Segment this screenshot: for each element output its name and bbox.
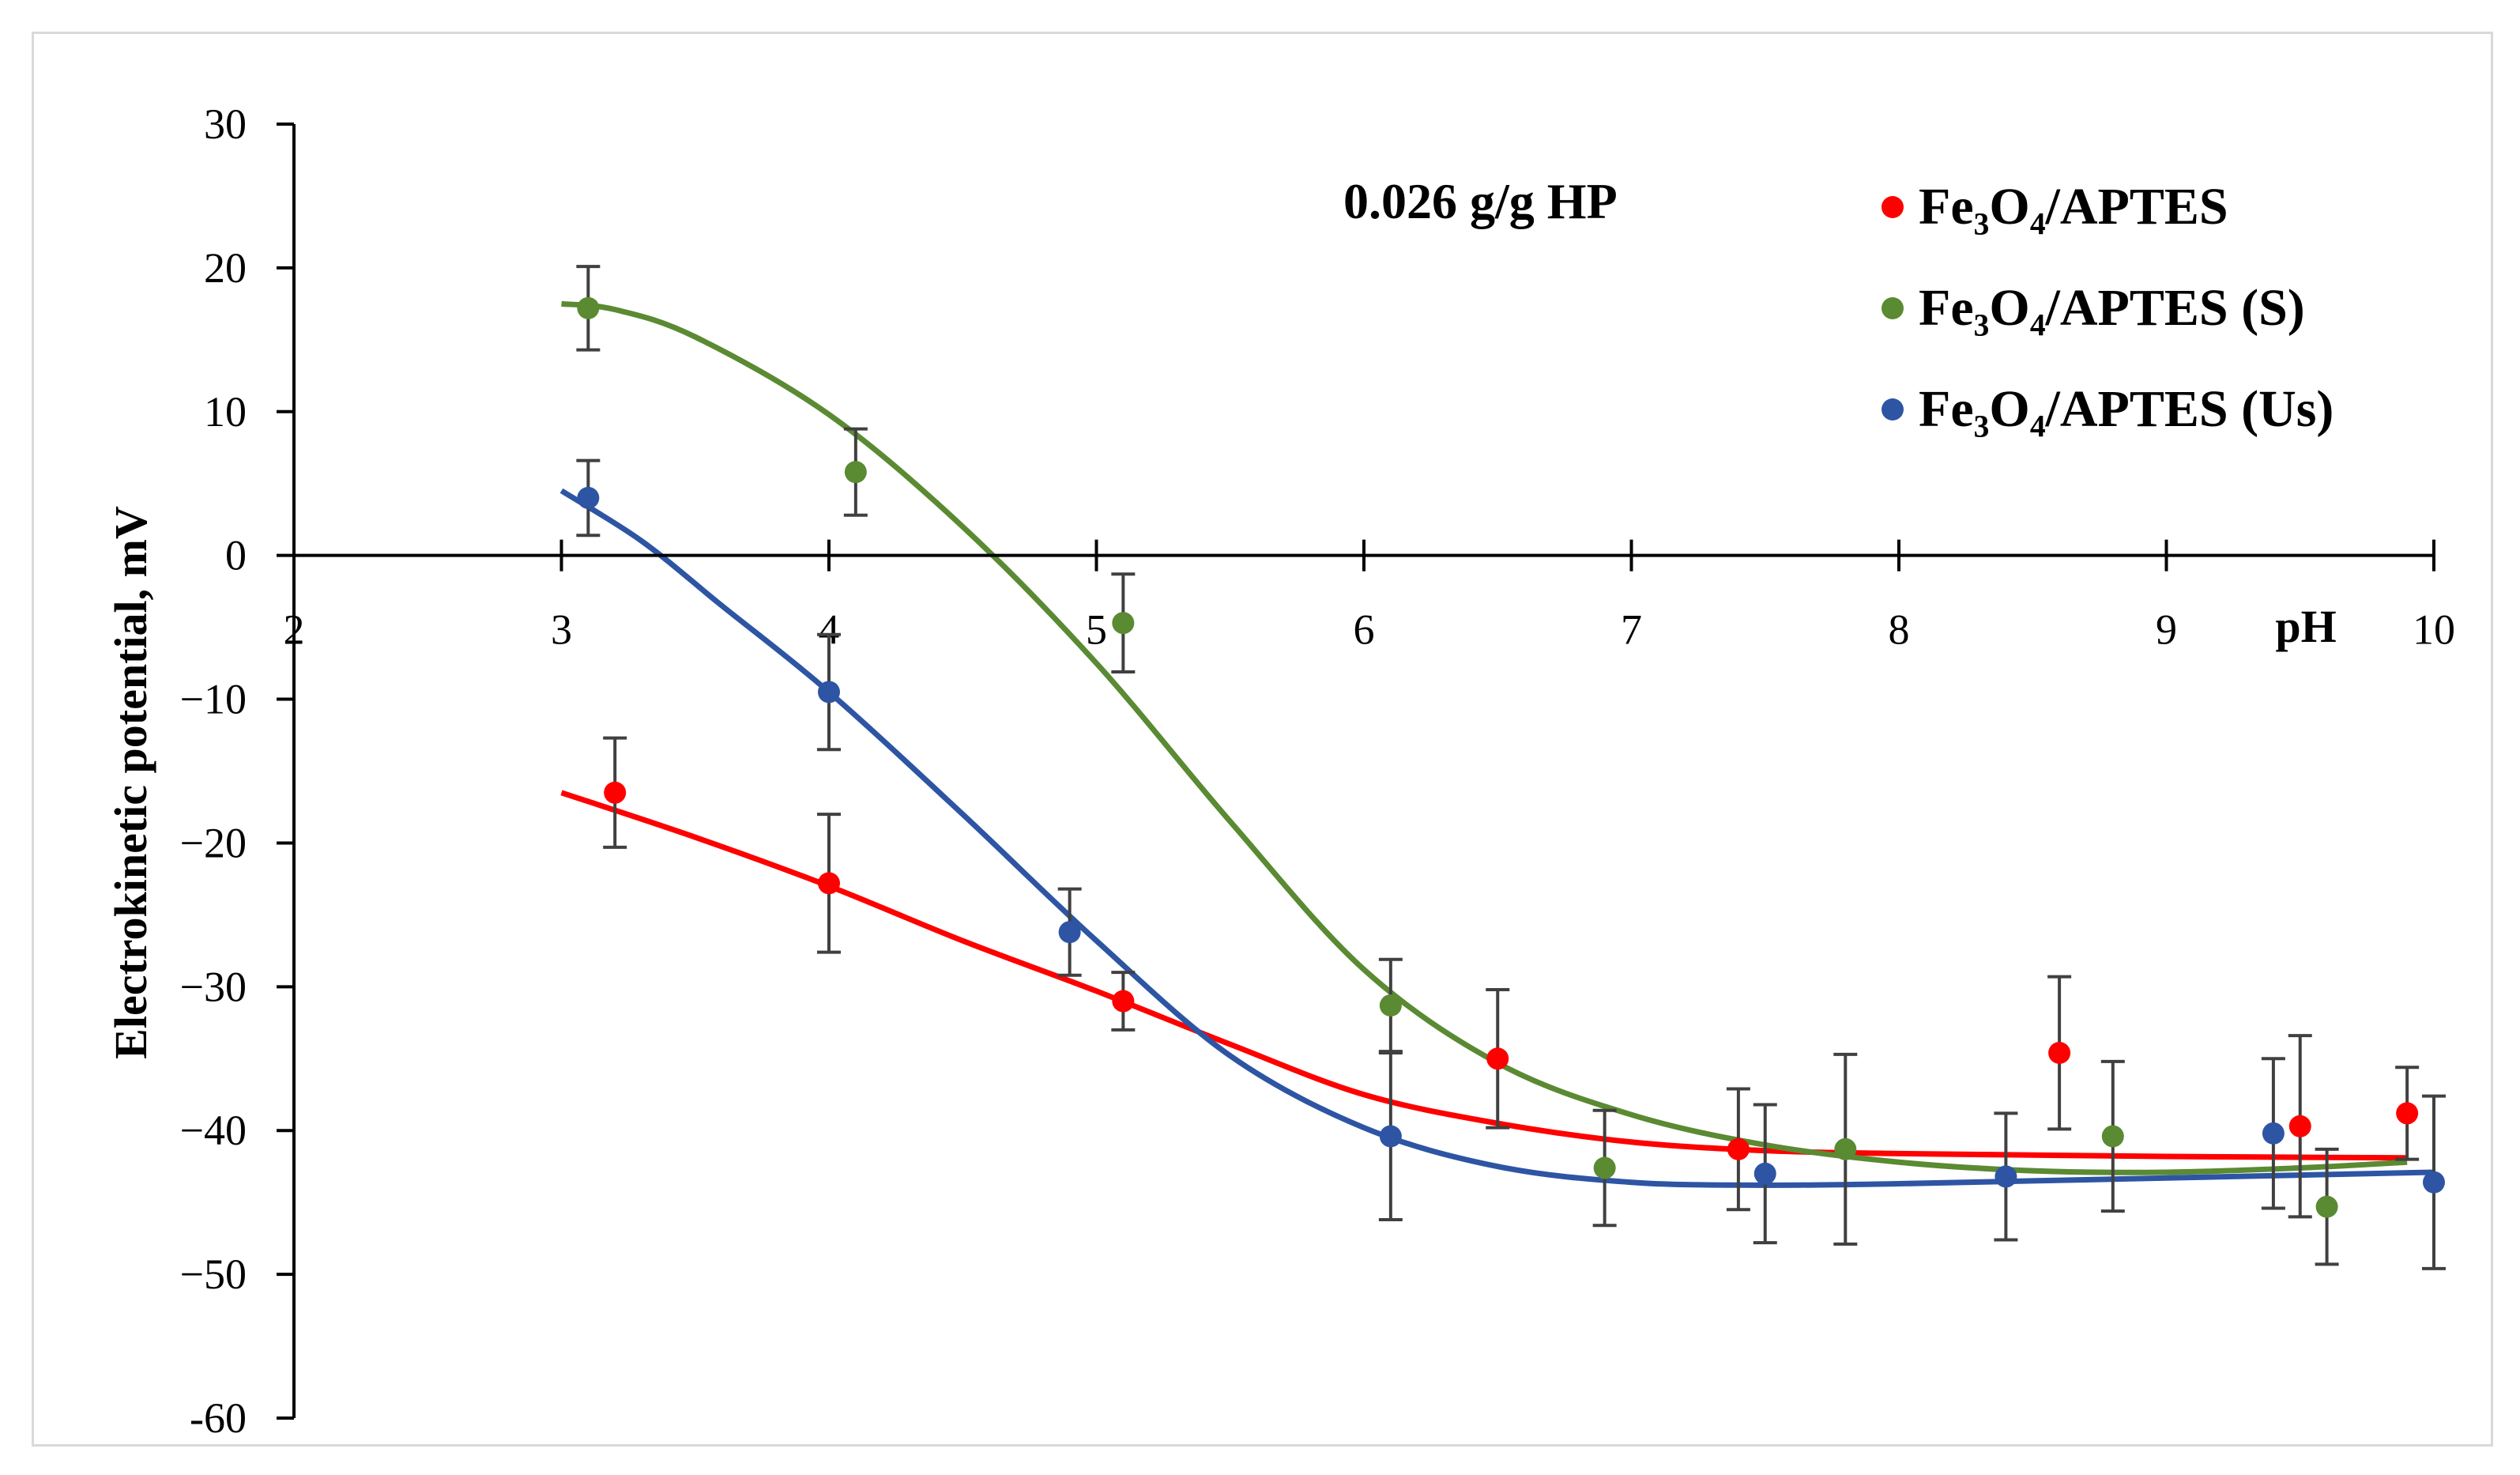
y-tick-label: −40 [180,1107,247,1154]
legend-marker-fe3o4-aptes-s [1882,297,1904,319]
y-tick-label: −20 [180,819,247,866]
x-axis-title: pH [2275,601,2336,652]
chart-frame [32,32,2493,1447]
legend-label-fe3o4-aptes: Fe₃O₄/APTES [1919,178,2228,236]
data-point-fe3o4-aptes-s [1593,1156,1616,1179]
data-point-fe3o4-aptes-s [1112,612,1135,635]
data-point-fe3o4-aptes [2288,1115,2311,1137]
fit-curve-fe3o4-aptes-us [559,488,2435,1188]
data-point-fe3o4-aptes-s [2315,1195,2338,1218]
legend-marker-fe3o4-aptes-us [1882,398,1904,421]
y-tick-label: 30 [204,100,247,148]
data-point-fe3o4-aptes-us [1995,1165,2017,1188]
legend-label-fe3o4-aptes-s: Fe₃O₄/APTES (S) [1919,279,2305,337]
data-point-fe3o4-aptes-s [1379,994,1402,1017]
x-tick-label: 6 [1354,606,1375,654]
data-point-fe3o4-aptes [1727,1137,1750,1160]
data-point-fe3o4-aptes [1486,1047,1509,1070]
legend: Fe₃O₄/APTES Fe₃O₄/APTES (S) Fe₃O₄/APTES … [1882,178,2334,438]
concentration-annotation: 0.026 g/g HP [1343,173,1618,229]
data-point-fe3o4-aptes-us [1058,921,1081,944]
x-tick-label: 10 [2413,606,2455,654]
data-point-fe3o4-aptes-us [577,486,600,509]
legend-marker-fe3o4-aptes [1882,196,1904,218]
y-tick-label: −10 [180,676,247,723]
data-point-fe3o4-aptes-us [1379,1125,1402,1148]
data-point-fe3o4-aptes-s [577,296,600,319]
data-point-fe3o4-aptes-us [2423,1171,2445,1194]
x-ticks: 2 3 4 5 6 7 8 9 10 [284,539,2455,654]
fit-curve-fe3o4-aptes-s [561,300,2408,1175]
y-ticks: 30 20 10 0 −10 −20 −30 −40 −50 -60 [180,100,294,1442]
fit-curve-fe3o4-aptes [560,790,2408,1161]
data-point-fe3o4-aptes-us [1753,1162,1776,1185]
y-tick-label: -60 [190,1394,247,1442]
legend-label-fe3o4-aptes-us: Fe₃O₄/APTES (Us) [1919,380,2334,438]
y-tick-label: 20 [204,244,247,292]
data-point-fe3o4-aptes [818,872,840,895]
data-point-fe3o4-aptes-s [1834,1137,1857,1160]
data-point-fe3o4-aptes-s [844,461,867,484]
data-point-fe3o4-aptes [1112,990,1135,1013]
x-tick-label: 5 [1086,606,1107,654]
data-point-fe3o4-aptes-s [2101,1125,2124,1148]
y-tick-label: −50 [180,1251,247,1298]
x-tick-label: 3 [551,606,572,654]
data-point-fe3o4-aptes [2396,1102,2419,1125]
x-tick-label: 8 [1889,606,1910,654]
y-axis-title: Electrokinetic potential, mV [105,506,156,1059]
x-tick-label: 7 [1621,606,1642,654]
data-point-fe3o4-aptes-us [2262,1122,2285,1145]
y-tick-label: 0 [225,532,247,579]
y-tick-label: −30 [180,963,247,1010]
data-point-fe3o4-aptes [2048,1042,2071,1065]
x-tick-label: 2 [284,606,305,654]
data-points [577,296,2445,1218]
y-tick-label: 10 [204,388,247,436]
data-point-fe3o4-aptes [604,781,627,804]
x-tick-label: 9 [2156,606,2177,654]
data-point-fe3o4-aptes-us [818,681,840,704]
